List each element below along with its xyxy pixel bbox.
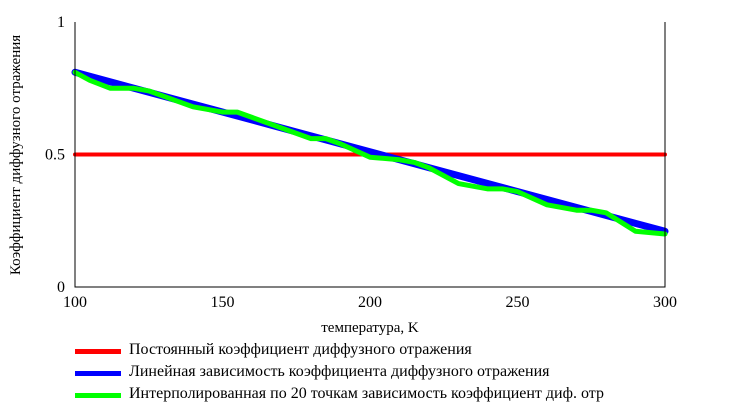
x-tick-label: 100 — [63, 294, 87, 311]
legend-label: Линейная зависимость коэффициента диффуз… — [129, 363, 550, 380]
y-tick-label: 0.5 — [45, 147, 65, 164]
x-tick-label: 250 — [506, 294, 530, 311]
plot-area — [71, 68, 669, 237]
x-tick-label: 200 — [358, 294, 382, 311]
axes — [74, 22, 666, 288]
legend-swatch — [75, 371, 121, 376]
x-tick-label: 300 — [653, 294, 677, 311]
legend-label: Интерполированная по 20 точкам зависимос… — [129, 385, 604, 402]
legend-swatch — [75, 393, 121, 398]
legend-label: Постоянный коэффициент диффузного отраже… — [129, 341, 472, 358]
y-tick-label: 1 — [57, 14, 65, 31]
tick-labels: 100 150 200 250 300 0 0.5 1 — [45, 14, 677, 311]
y-tick-label: 0 — [57, 279, 65, 296]
x-axis-title: температура, K — [321, 320, 419, 335]
plot-frame — [74, 22, 666, 288]
series-line-3 — [72, 69, 668, 237]
x-tick-label: 150 — [211, 294, 235, 311]
legend-swatch — [75, 349, 121, 354]
chart: 100 150 200 250 300 0 0.5 1 температура, K Коэф… — [8, 14, 677, 335]
y-axis-title: Коэффициент диффузного отражения — [8, 35, 24, 275]
